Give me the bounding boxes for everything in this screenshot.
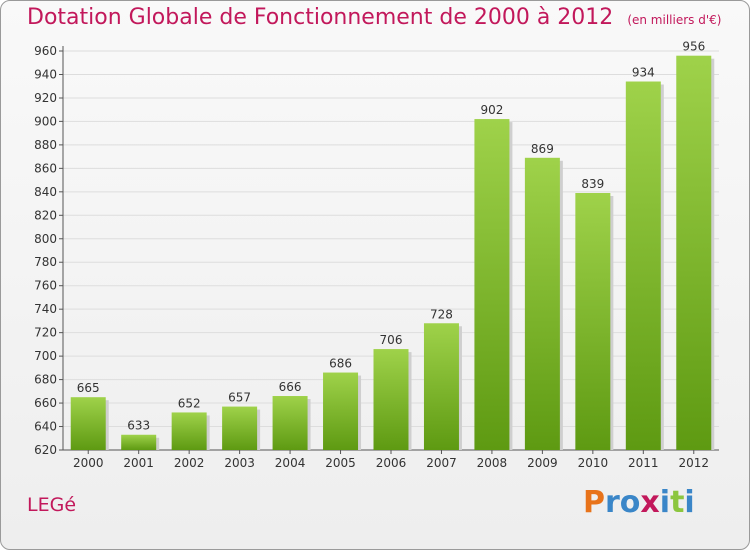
data-label: 686 [329, 357, 352, 371]
y-tick-label: 740 [34, 302, 57, 316]
data-label: 633 [127, 419, 150, 433]
data-label: 728 [430, 307, 453, 321]
y-tick-label: 840 [34, 185, 57, 199]
bar [474, 119, 510, 451]
logo-letter: P [583, 485, 605, 520]
data-label: 665 [77, 381, 100, 395]
bar [373, 349, 409, 450]
data-label: 666 [279, 380, 302, 394]
data-label: 652 [178, 396, 201, 410]
x-tick-label: 2000 [73, 456, 104, 470]
y-tick-label: 780 [34, 255, 57, 269]
proxiti-logo: Proxiti [583, 485, 695, 520]
y-tick-label: 880 [34, 138, 57, 152]
y-tick-label: 860 [34, 161, 57, 175]
x-tick-label: 2010 [578, 456, 609, 470]
x-tick-label: 2008 [477, 456, 508, 470]
x-tick-label: 2012 [678, 456, 709, 470]
bar [171, 412, 207, 450]
y-tick-label: 680 [34, 373, 57, 387]
bar [70, 397, 106, 450]
bar [121, 434, 157, 450]
data-label: 869 [531, 142, 554, 156]
commune-name: LEGé [27, 494, 77, 516]
logo-letter: o [619, 485, 641, 520]
chart-title-block: Dotation Globale de Fonctionnement de 20… [27, 5, 721, 30]
x-tick-label: 2003 [224, 456, 255, 470]
x-tick-label: 2007 [426, 456, 457, 470]
data-label: 706 [380, 333, 403, 347]
x-tick-label: 2001 [123, 456, 154, 470]
y-tick-label: 800 [34, 232, 57, 246]
x-tick-label: 2004 [275, 456, 306, 470]
data-label: 839 [581, 177, 604, 191]
logo-letter: r [605, 485, 620, 520]
x-tick-label: 2009 [527, 456, 558, 470]
y-tick-label: 920 [34, 91, 57, 105]
y-tick-label: 900 [34, 114, 57, 128]
y-tick-label: 660 [34, 396, 57, 410]
logo-letter: i [684, 485, 695, 520]
bar [524, 157, 560, 450]
y-tick-label: 640 [34, 420, 57, 434]
bar [222, 406, 258, 450]
logo-letter: x [640, 485, 660, 520]
x-tick-label: 2006 [376, 456, 407, 470]
y-tick-label: 700 [34, 349, 57, 363]
data-label: 657 [228, 391, 251, 405]
y-tick-label: 820 [34, 208, 57, 222]
data-label: 956 [682, 40, 705, 54]
logo-letter: i [659, 485, 671, 520]
x-tick-label: 2002 [174, 456, 205, 470]
bar [625, 81, 661, 450]
y-tick-label: 940 [34, 67, 57, 81]
bar [575, 192, 611, 450]
logo-letter: t [670, 485, 685, 520]
chart-title: Dotation Globale de Fonctionnement de 20… [27, 5, 614, 30]
y-tick-label: 760 [34, 279, 57, 293]
y-tick-label: 720 [34, 326, 57, 340]
unit-note: (en milliers d'€) [627, 13, 722, 27]
bar [676, 55, 712, 450]
data-label: 902 [480, 103, 503, 117]
y-tick-label: 620 [34, 443, 57, 457]
data-label: 934 [632, 66, 655, 80]
bar [323, 372, 359, 450]
x-tick-label: 2005 [325, 456, 356, 470]
bar [423, 323, 459, 450]
x-tick-label: 2011 [628, 456, 659, 470]
bar [272, 396, 308, 450]
y-tick-label: 960 [34, 44, 57, 58]
